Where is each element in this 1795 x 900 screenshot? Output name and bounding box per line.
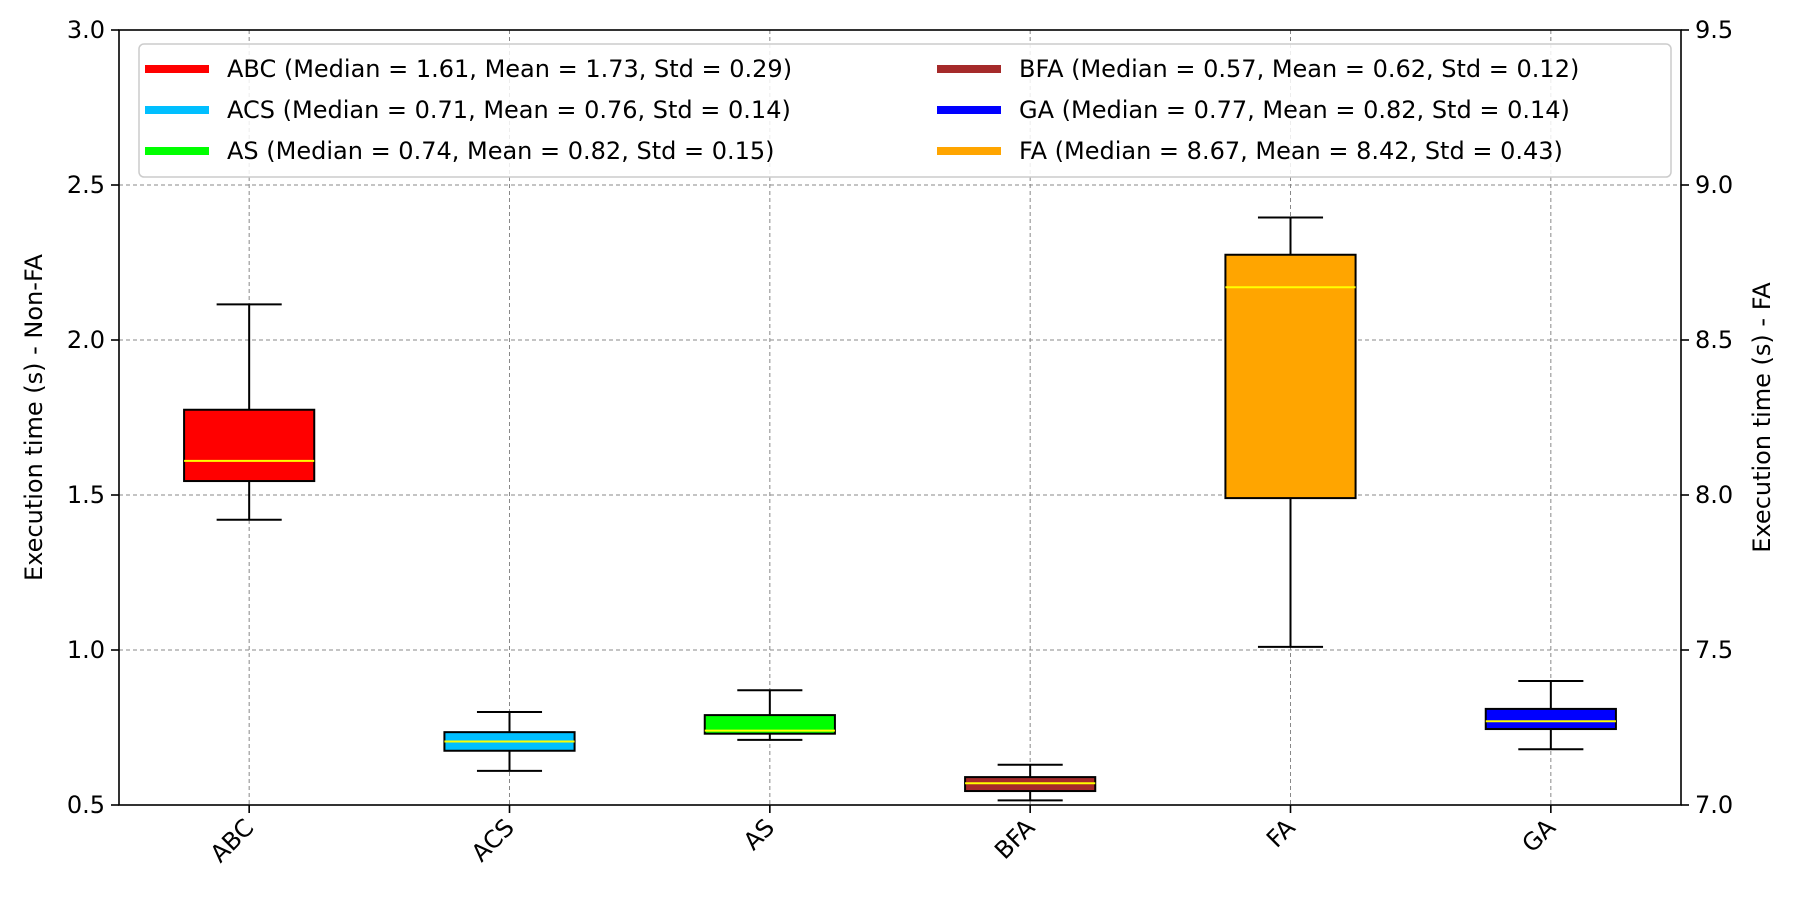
box-iqr	[703, 714, 836, 735]
x-tick-label: FA	[1261, 813, 1301, 853]
box-abc	[183, 303, 316, 521]
box-bfa	[964, 763, 1097, 802]
x-tick-label: ACS	[466, 813, 520, 867]
x-tick-label: AS	[738, 813, 780, 855]
right-tick-label: 7.5	[1695, 636, 1733, 664]
left-axis-title: Execution time (s) - Non-FA	[20, 253, 48, 581]
legend-frame	[138, 43, 1672, 178]
right-tick-label: 7.0	[1695, 791, 1733, 819]
box-iqr	[183, 408, 316, 483]
box-layer	[183, 216, 1617, 802]
right-y-axis: 7.0 7.5 8.0 8.5 9.0 9.5	[1681, 16, 1733, 819]
x-axis: ABC ACS AS BFA FA GA	[205, 805, 1562, 868]
left-tick-label: 3.0	[67, 16, 105, 44]
legend-label: FA (Median = 8.67, Mean = 8.42, Std = 0.…	[1019, 137, 1563, 165]
right-tick-label: 8.5	[1695, 326, 1733, 354]
box-iqr	[1224, 253, 1357, 500]
right-tick-label: 9.0	[1695, 171, 1733, 199]
legend-label: BFA (Median = 0.57, Mean = 0.62, Std = 0…	[1019, 55, 1579, 83]
box-iqr	[1484, 707, 1617, 731]
left-tick-label: 0.5	[67, 791, 105, 819]
left-tick-label: 1.0	[67, 636, 105, 664]
right-tick-label: 9.5	[1695, 16, 1733, 44]
box-fa	[1224, 216, 1357, 648]
left-y-axis: 0.5 1.0 1.5 2.0 2.5 3.0	[67, 16, 119, 819]
box-acs	[443, 711, 576, 772]
box-ga	[1484, 680, 1617, 751]
legend-label: GA (Median = 0.77, Mean = 0.82, Std = 0.…	[1019, 96, 1570, 124]
legend-label: ABC (Median = 1.61, Mean = 1.73, Std = 0…	[227, 55, 792, 83]
right-tick-label: 8.0	[1695, 481, 1733, 509]
x-tick-label: GA	[1517, 813, 1562, 858]
plot-frame	[118, 29, 1682, 806]
left-tick-label: 1.5	[67, 481, 105, 509]
legend: ABC (Median = 1.61, Mean = 1.73, Std = 0…	[138, 43, 1672, 178]
legend-label: ACS (Median = 0.71, Mean = 0.76, Std = 0…	[227, 96, 791, 124]
left-tick-label: 2.5	[67, 171, 105, 199]
box-as	[703, 689, 836, 741]
left-tick-label: 2.0	[67, 326, 105, 354]
right-axis-title: Execution time (s) - FA	[1748, 282, 1776, 553]
x-tick-label: ABC	[205, 813, 260, 868]
x-tick-label: BFA	[989, 813, 1041, 865]
legend-label: AS (Median = 0.74, Mean = 0.82, Std = 0.…	[227, 137, 775, 165]
